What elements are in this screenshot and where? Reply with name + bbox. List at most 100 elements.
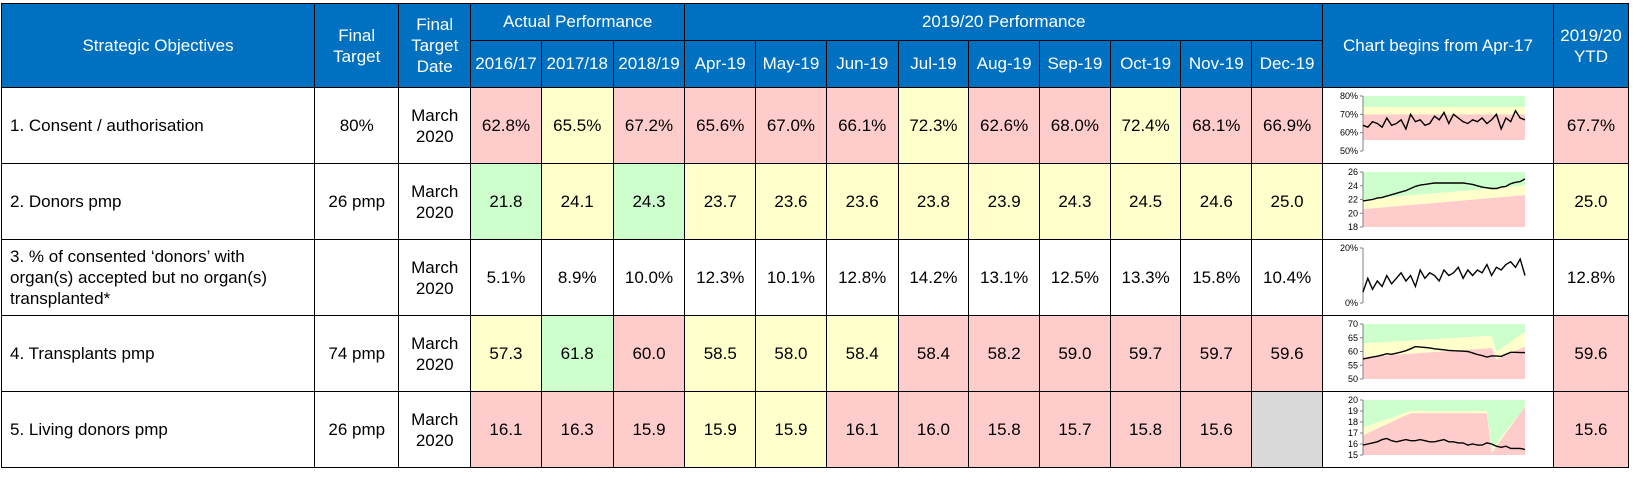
table-row: 4. Transplants pmp 74 pmp March 2020 57.3 61.… bbox=[0, 315, 1630, 392]
ytd-value: 59.6 bbox=[1552, 315, 1630, 392]
month-value: 12.8% bbox=[825, 239, 899, 316]
month-value: 23.9 bbox=[968, 163, 1041, 240]
y-tick-label: 20 bbox=[1348, 395, 1358, 405]
table-row: 5. Living donors pmp 26 pmp March 2020 16.1 1… bbox=[0, 391, 1630, 468]
objective-label: 2. Donors pmp bbox=[0, 163, 316, 240]
month-value: 15.9 bbox=[684, 391, 757, 468]
header-final-target-date: Final Target Date bbox=[398, 3, 472, 88]
ytd-value: 25.0 bbox=[1552, 163, 1630, 240]
y-tick-label: 18 bbox=[1348, 417, 1358, 427]
table-row: 1. Consent / authorisation 80% March 2020 62… bbox=[0, 87, 1630, 164]
month-value: 24.3 bbox=[1039, 163, 1111, 240]
y-tick-label: 19 bbox=[1348, 406, 1358, 416]
y-tick-label: 24 bbox=[1348, 181, 1358, 191]
date-line: 2020 bbox=[415, 202, 454, 222]
header-objectives: Strategic Objectives bbox=[0, 3, 316, 88]
objective-line: 3. % of consented ‘donors’ with bbox=[10, 247, 245, 266]
header-chart-title: Chart begins from Apr-17 bbox=[1322, 3, 1554, 88]
year-value: 15.9 bbox=[612, 391, 686, 468]
month-value: 67.0% bbox=[755, 87, 827, 164]
final-target-date: March 2020 bbox=[398, 391, 472, 468]
objective-label: 3. % of consented ‘donors’ with organ(s) … bbox=[0, 239, 316, 316]
month-value: 58.2 bbox=[968, 315, 1041, 392]
month-value: 15.8 bbox=[1109, 391, 1182, 468]
year-value: 67.2% bbox=[612, 87, 686, 164]
year-value: 24.1 bbox=[540, 163, 614, 240]
date-line: March bbox=[411, 333, 459, 353]
final-target-date: March 2020 bbox=[398, 87, 472, 164]
final-target: 80% bbox=[314, 87, 400, 164]
y-tick-label: 70% bbox=[1340, 109, 1358, 119]
month-value: 66.1% bbox=[825, 87, 899, 164]
objective-label: 1. Consent / authorisation bbox=[0, 87, 316, 164]
header-month-4: Aug-19 bbox=[968, 40, 1041, 88]
objective-label: 4. Transplants pmp bbox=[0, 315, 316, 392]
month-value: 59.7 bbox=[1109, 315, 1182, 392]
trend-line bbox=[1362, 345, 1526, 360]
month-value: 15.8% bbox=[1180, 239, 1253, 316]
month-value: 13.1% bbox=[968, 239, 1041, 316]
y-tick-label: 18 bbox=[1348, 222, 1358, 232]
month-value: 16.0 bbox=[897, 391, 970, 468]
date-line: March bbox=[411, 257, 459, 277]
trend-line bbox=[1362, 437, 1526, 451]
y-tick-label: 16 bbox=[1348, 439, 1358, 449]
month-value: 13.3% bbox=[1109, 239, 1182, 316]
final-target-date: March 2020 bbox=[398, 315, 472, 392]
year-value: 65.5% bbox=[540, 87, 614, 164]
header-month-5: Sep-19 bbox=[1039, 40, 1111, 88]
month-value: 23.8 bbox=[897, 163, 970, 240]
trend-chart: 26 24 22 20 18 bbox=[1322, 163, 1554, 240]
month-value: 65.6% bbox=[684, 87, 757, 164]
y-tick-label: 80% bbox=[1340, 91, 1358, 101]
header-month-2: Jun-19 bbox=[825, 40, 899, 88]
y-tick-label: 50 bbox=[1348, 374, 1358, 384]
month-value: 72.3% bbox=[897, 87, 970, 164]
month-value: 15.7 bbox=[1039, 391, 1111, 468]
header-final-target: Final Target bbox=[314, 3, 400, 88]
performance-table: Strategic Objectives Final Target Final … bbox=[0, 3, 1630, 468]
month-value: 14.2% bbox=[897, 239, 970, 316]
month-value: 59.6 bbox=[1251, 315, 1324, 392]
y-tick-label: 65 bbox=[1348, 333, 1358, 343]
trend-chart: 20% 0% bbox=[1322, 239, 1554, 316]
month-value: 66.9% bbox=[1251, 87, 1324, 164]
y-tick-label: 0% bbox=[1345, 298, 1358, 308]
sparkline-chart: 20% 0% bbox=[1340, 243, 1526, 308]
y-tick-label: 60% bbox=[1340, 128, 1358, 138]
month-value: 25.0 bbox=[1251, 163, 1324, 240]
month-value: 10.4% bbox=[1251, 239, 1324, 316]
header-month-8: Dec-19 bbox=[1251, 40, 1324, 88]
band-yellow bbox=[1363, 331, 1526, 360]
trend-chart: 70 65 60 55 50 bbox=[1322, 315, 1554, 392]
final-target bbox=[314, 239, 400, 316]
month-value: 24.6 bbox=[1180, 163, 1253, 240]
header-year-0: 2016/17 bbox=[470, 40, 542, 88]
month-value: 72.4% bbox=[1109, 87, 1182, 164]
header-month-7: Nov-19 bbox=[1180, 40, 1253, 88]
trend-line bbox=[1362, 257, 1526, 293]
month-value: 23.6 bbox=[825, 163, 899, 240]
date-line: 2020 bbox=[415, 430, 454, 450]
header-current-performance: 2019/20 Performance bbox=[684, 3, 1324, 41]
month-value: 10.1% bbox=[755, 239, 827, 316]
band-red bbox=[1363, 346, 1526, 379]
table-row: 3. % of consented ‘donors’ with organ(s) … bbox=[0, 239, 1630, 316]
date-line: 2020 bbox=[415, 126, 454, 146]
ytd-value: 12.8% bbox=[1552, 239, 1630, 316]
y-tick-label: 20 bbox=[1348, 208, 1358, 218]
sparkline-chart: 80% 70% 60% 50% bbox=[1340, 91, 1526, 156]
y-tick-label: 50% bbox=[1340, 146, 1358, 156]
y-tick-label: 15 bbox=[1348, 450, 1358, 460]
year-value: 8.9% bbox=[540, 239, 614, 316]
band-red bbox=[1363, 406, 1526, 455]
band-red bbox=[1363, 195, 1526, 227]
month-value: 58.5 bbox=[684, 315, 757, 392]
final-target-date: March 2020 bbox=[398, 239, 472, 316]
y-tick-label: 17 bbox=[1348, 428, 1358, 438]
month-value: 62.6% bbox=[968, 87, 1041, 164]
final-target: 26 pmp bbox=[314, 391, 400, 468]
objective-line: 1. Consent / authorisation bbox=[10, 116, 204, 135]
objective-line: 2. Donors pmp bbox=[10, 192, 122, 211]
